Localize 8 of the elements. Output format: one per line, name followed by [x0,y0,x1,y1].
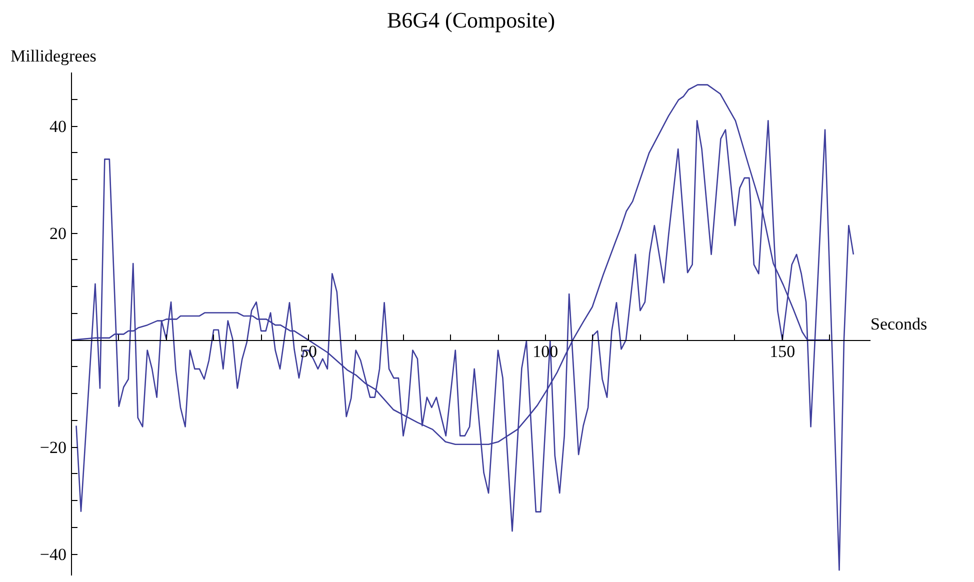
chart-title: B6G4 (Composite) [386,8,556,32]
y-tick-label: −20 [40,438,67,458]
y-tick-label: 40 [50,117,66,136]
y-axis-title: Millidegrees [10,46,96,66]
y-tick-label: −40 [40,545,67,564]
x-tick-label: 150 [770,342,796,362]
y-tick-label: 20 [50,224,66,244]
x-axis-title: Seconds [870,314,928,334]
